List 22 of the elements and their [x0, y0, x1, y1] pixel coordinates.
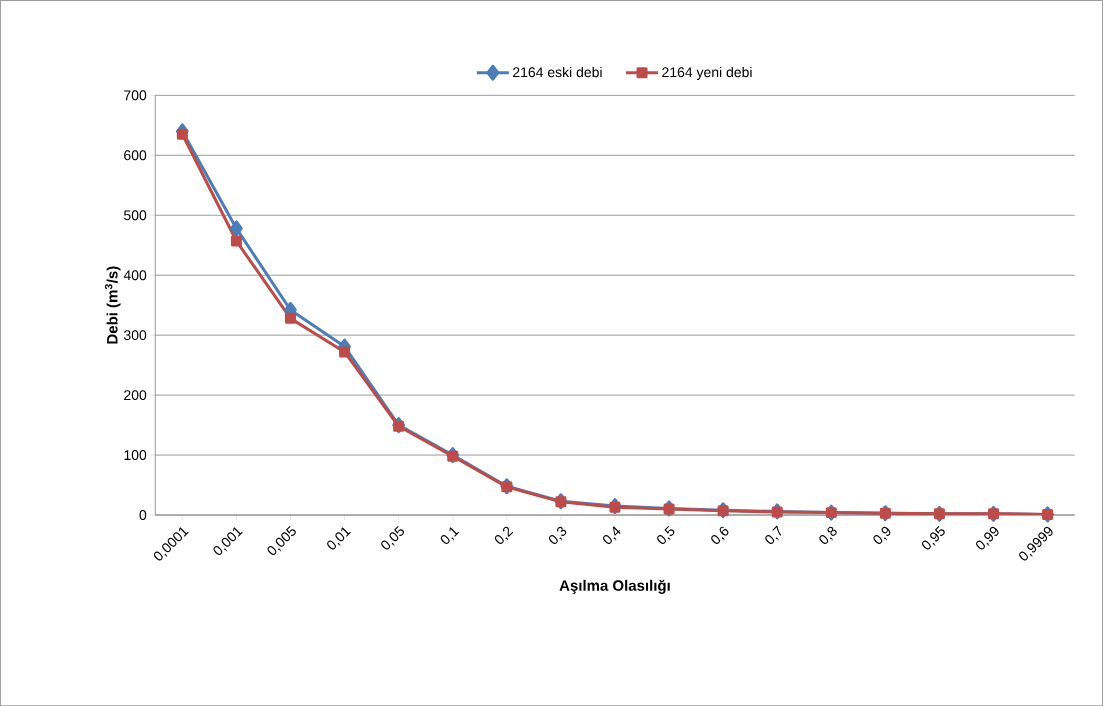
y-tick-label: 300: [123, 330, 147, 340]
y-tick-label: 200: [124, 390, 147, 400]
y-tick-label: 100: [124, 449, 147, 460]
y-tick-label: 0: [139, 509, 147, 520]
x-tick-label: 0,2: [494, 526, 514, 544]
x-tick-label: 0,5: [657, 525, 675, 544]
y-tick-label: 700: [124, 90, 147, 101]
y-tick-label: 400: [123, 270, 147, 281]
x-tick-label: 0,8: [819, 526, 837, 544]
x-axis-title: Aşılma Olasılığı: [559, 579, 670, 594]
x-tick-label: 0,4: [602, 526, 621, 544]
x-tick-label: 0,7: [765, 525, 782, 544]
x-tick-label: 0,3: [548, 526, 567, 544]
y-axis-title: Debi (m$^{3}$/s): [104, 266, 121, 344]
x-tick-label: 0,1: [440, 527, 460, 544]
y-tick-label: 500: [123, 210, 147, 221]
y-tick-label: 600: [124, 150, 147, 161]
legend-label: 2164 eski debi: [513, 66, 602, 78]
x-tick-label: 0,6: [711, 526, 729, 544]
x-tick-label: 0,9: [873, 526, 891, 544]
legend-label: 2164 yeni debi: [662, 66, 752, 80]
x-tick-label: 0,01: [327, 527, 351, 550]
